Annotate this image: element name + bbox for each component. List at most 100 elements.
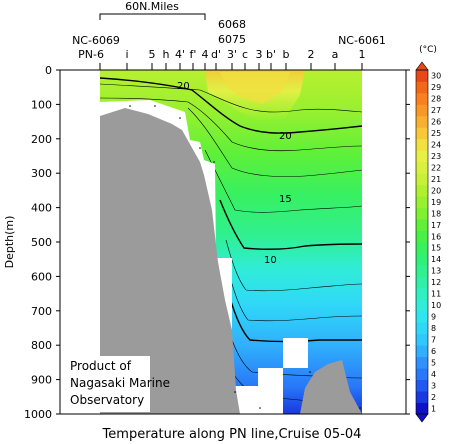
station-label: f' bbox=[190, 48, 197, 61]
colorbar-swatch bbox=[416, 184, 428, 197]
seafloor-ridge bbox=[300, 360, 362, 414]
station-label: a bbox=[332, 48, 339, 61]
station-label: h bbox=[163, 48, 170, 61]
colorbar-swatch bbox=[416, 242, 428, 254]
colorbar-unit: (°C) bbox=[419, 45, 437, 55]
y-tick-label: 900 bbox=[31, 374, 52, 387]
colorbar-swatch bbox=[416, 322, 428, 335]
station-label: 5 bbox=[149, 48, 156, 61]
station-label: b' bbox=[266, 48, 276, 61]
y-tick-label: 800 bbox=[31, 339, 52, 352]
colorbar-tick-label: 11 bbox=[431, 290, 441, 299]
colorbar-tick-label: 18 bbox=[431, 209, 441, 218]
colorbar-swatch bbox=[416, 196, 428, 208]
colorbar-swatch bbox=[416, 219, 428, 231]
colorbar-swatch bbox=[416, 138, 428, 151]
colorbar-tick-label: 19 bbox=[431, 198, 441, 207]
colorbar-tick-label: 5 bbox=[431, 358, 436, 367]
y-tick-label: 500 bbox=[31, 236, 52, 249]
colorbar-frame bbox=[415, 69, 429, 415]
colorbar-tick-label: 13 bbox=[431, 267, 441, 276]
colorbar-tick-label: 22 bbox=[431, 163, 441, 172]
colorbar-swatch bbox=[416, 379, 428, 392]
colorbar-swatch bbox=[416, 368, 428, 380]
annotation-box: Product of Nagasaki Marine Observatory bbox=[66, 356, 170, 412]
colorbar-swatch bbox=[416, 161, 428, 174]
y-tick-label: 300 bbox=[31, 167, 52, 180]
colorbar-swatch bbox=[416, 264, 428, 277]
y-tick-label: 1000 bbox=[24, 408, 52, 421]
colorbar-tick-label: 29 bbox=[431, 83, 441, 92]
colorbar-tick-label: 15 bbox=[431, 244, 441, 253]
annotation-line: Product of bbox=[70, 359, 132, 373]
contour-lines bbox=[99, 77, 363, 411]
colorbar: 1234567891011121314151617181920212223242… bbox=[415, 61, 441, 423]
y-tick-label: 700 bbox=[31, 305, 52, 318]
isotherm-20 bbox=[99, 77, 363, 134]
station-axis: PN-6 i 5 h 4' f' 4 d' 3' c 3 b' b 2 a 1 bbox=[78, 48, 366, 70]
colorbar-swatch bbox=[416, 287, 428, 300]
contour-label: 20 bbox=[177, 81, 190, 92]
colorbar-tick-label: 6 bbox=[431, 347, 436, 356]
colorbar-swatch bbox=[416, 333, 428, 346]
colorbar-swatch bbox=[416, 207, 428, 220]
colorbar-tick-label: 2 bbox=[431, 393, 436, 402]
station-label: PN-6 bbox=[78, 48, 104, 61]
y-tick-label: 100 bbox=[31, 98, 52, 111]
colorbar-tick-label: 24 bbox=[431, 141, 441, 150]
colorbar-tick-label: 21 bbox=[431, 175, 441, 184]
station-label: 2 bbox=[308, 48, 315, 61]
colorbar-swatch bbox=[416, 276, 428, 289]
station-label: b bbox=[283, 48, 290, 61]
colorbar-top-arrow bbox=[415, 61, 429, 71]
colorbar-swatch bbox=[416, 173, 428, 186]
scale-bar-label: 60N.Miles bbox=[125, 0, 179, 13]
colorbar-tick-label: 4 bbox=[431, 370, 436, 379]
y-axis-label: Depth(m) bbox=[3, 216, 16, 269]
colorbar-swatch bbox=[416, 310, 428, 323]
station-label: 4' bbox=[175, 48, 185, 61]
y-tick-label: 400 bbox=[31, 202, 52, 215]
contour-label: 15 bbox=[279, 194, 292, 205]
colorbar-bottom-arrow bbox=[415, 413, 429, 423]
contour-label: 10 bbox=[264, 255, 277, 266]
colorbar-tick-label: 27 bbox=[431, 106, 441, 115]
colorbar-swatch bbox=[416, 127, 428, 140]
y-tick-label: 0 bbox=[45, 64, 52, 77]
chart-title: Temperature along PN line,Cruise 05-04 bbox=[102, 427, 362, 442]
colorbar-swatch bbox=[416, 115, 428, 128]
isotherm-15 bbox=[219, 199, 363, 251]
ship-station-labels: NC-6069 6068 6075 NC-6061 bbox=[72, 18, 386, 47]
seafloor-topography bbox=[100, 108, 240, 414]
contour-label-group: 20 20 15 10 bbox=[177, 81, 292, 266]
station-label: d' bbox=[211, 48, 221, 61]
station-label: i bbox=[125, 48, 128, 61]
y-tick-label: 600 bbox=[31, 270, 52, 283]
colorbar-tick-label: 20 bbox=[431, 186, 441, 195]
colorbar-swatch bbox=[416, 150, 428, 163]
colorbar-tick-label: 8 bbox=[431, 324, 436, 333]
plot-area bbox=[60, 70, 406, 414]
annotation-line: Nagasaki Marine bbox=[70, 376, 170, 390]
y-axis: 0 100 200 300 400 500 600 700 800 900 1000 bbox=[24, 64, 410, 421]
colorbar-swatch bbox=[416, 104, 428, 117]
colorbar-tick-label: 7 bbox=[431, 335, 436, 344]
station-label: c bbox=[242, 48, 248, 61]
sampling-points bbox=[129, 105, 361, 409]
warm-core-water bbox=[220, 72, 290, 104]
colorbar-tick-label: 16 bbox=[431, 232, 441, 241]
colorbar-swatch bbox=[416, 345, 428, 358]
station-label: 3' bbox=[227, 48, 237, 61]
station-label: 4 bbox=[202, 48, 209, 61]
colorbar-swatch bbox=[416, 253, 428, 266]
annotation-line: Observatory bbox=[70, 393, 144, 407]
ship-station-label: NC-6069 bbox=[72, 34, 120, 47]
colorbar-tick-label: 25 bbox=[431, 129, 441, 138]
colorbar-tick-label: 30 bbox=[431, 72, 441, 81]
scale-bar: 60N.Miles bbox=[99, 0, 206, 20]
colorbar-swatch bbox=[416, 70, 428, 82]
ship-station-label: 6075 bbox=[218, 33, 246, 46]
colorbar-tick-label: 1 bbox=[431, 404, 436, 413]
colorbar-tick-label: 3 bbox=[431, 381, 436, 390]
colorbar-tick-label: 12 bbox=[431, 278, 441, 287]
